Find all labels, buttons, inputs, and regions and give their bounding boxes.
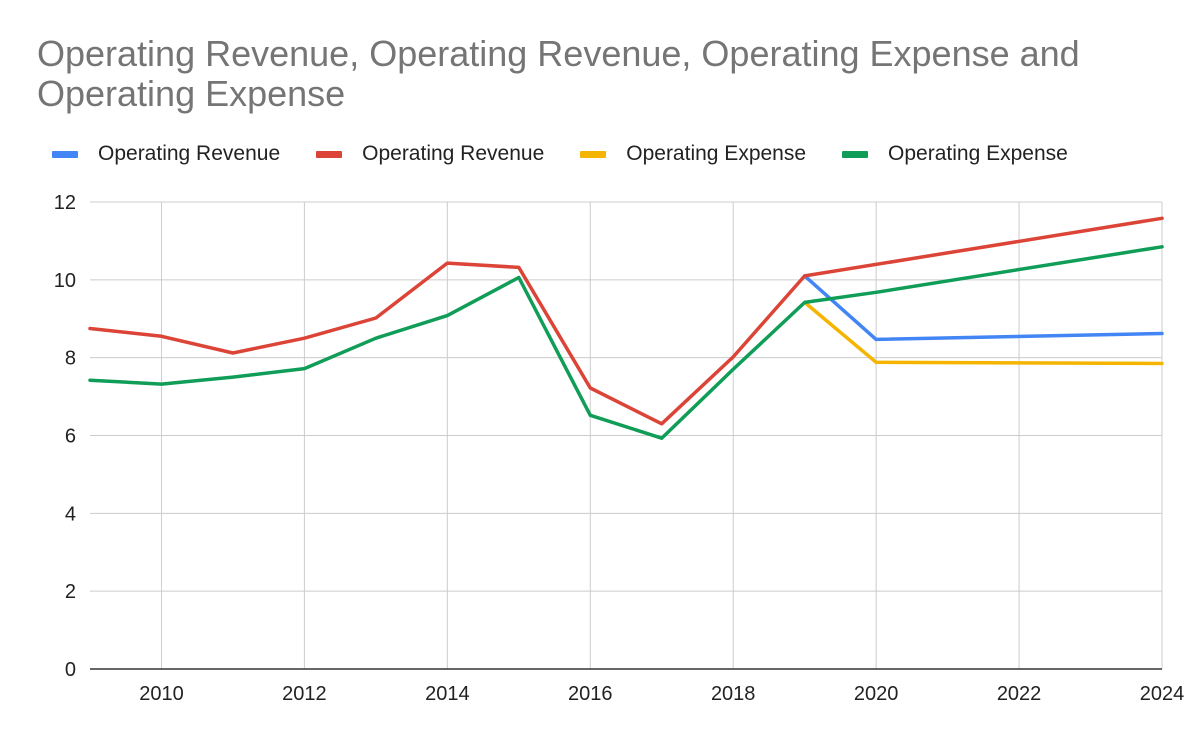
x-tick-label: 2020 — [854, 683, 899, 705]
legend-item: Operating Revenue — [52, 142, 280, 166]
y-tick-label: 4 — [65, 503, 76, 525]
x-tick-label: 2022 — [997, 683, 1042, 705]
y-tick-label: 0 — [65, 659, 76, 681]
legend-label: Operating Revenue — [362, 142, 545, 165]
tick-labels: 0 2 4 6 8 10 12 2010 2012 2014 2016 2018 2020 2022 202… — [54, 192, 1185, 705]
legend-swatch — [52, 150, 78, 158]
chart-title: Operating Revenue, Operating Revenue, Op… — [37, 33, 1080, 114]
y-tick-label: 2 — [65, 581, 76, 603]
y-tick-label: 8 — [65, 348, 76, 370]
series-line-4 — [88, 245, 1164, 440]
series-lines — [88, 216, 1164, 440]
x-tick-label: 2018 — [711, 683, 756, 705]
x-tick-label: 2016 — [568, 683, 613, 705]
legend-item: Operating Revenue — [316, 142, 544, 166]
legend: Operating Revenue Operating Revenue Operat… — [52, 141, 1104, 167]
legend-label: Operating Expense — [626, 142, 807, 165]
legend-swatch — [316, 150, 343, 158]
y-tick-label: 6 — [65, 426, 76, 448]
series-line-1 — [802, 274, 1164, 342]
legend-label: Operating Expense — [888, 142, 1068, 165]
legend-swatch — [842, 150, 869, 158]
y-tick-label: 10 — [54, 270, 76, 292]
x-tick-label: 2012 — [282, 683, 327, 705]
legend-swatch — [580, 150, 607, 158]
legend-item: Operating Expense — [842, 142, 1068, 166]
series-line-3 — [802, 300, 1164, 366]
legend-item: Operating Expense — [580, 142, 806, 166]
x-tick-label: 2014 — [425, 683, 470, 705]
x-tick-label: 2010 — [139, 683, 184, 705]
x-tick-label: 2024 — [1140, 683, 1185, 705]
legend-label: Operating Revenue — [98, 142, 281, 165]
series-line-2 — [88, 216, 1164, 426]
y-tick-label: 12 — [54, 192, 76, 214]
grid-lines — [90, 201, 1163, 669]
